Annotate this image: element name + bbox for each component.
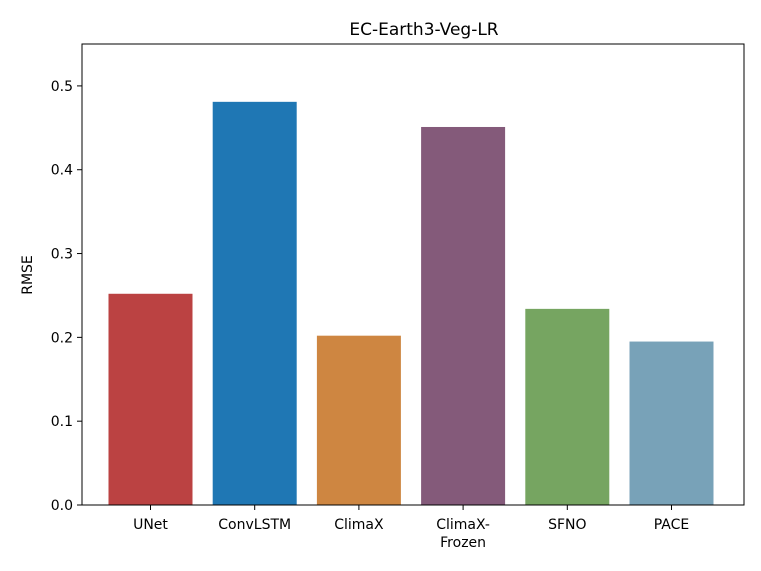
- x-tick-label: ConvLSTM: [218, 517, 291, 533]
- y-tick-label: 0.2: [51, 330, 73, 346]
- bars-group: [108, 101, 714, 506]
- bar: [629, 341, 714, 505]
- bar: [525, 308, 610, 505]
- x-tick-label: ClimaX: [334, 517, 384, 533]
- bar: [212, 101, 297, 506]
- y-axis-label: RMSE: [20, 255, 36, 295]
- x-tick-label: ClimaX-: [436, 517, 490, 533]
- y-tick-label: 0.5: [51, 79, 73, 95]
- y-tick-label: 0.3: [51, 247, 73, 263]
- bar: [421, 126, 506, 505]
- x-tick-label: Frozen: [440, 535, 486, 551]
- x-ticks-group: UNet ConvLSTM ClimaX ClimaX- Frozen SFNO PACE: [133, 505, 689, 551]
- x-tick-label: PACE: [654, 517, 690, 533]
- x-tick-label: UNet: [133, 517, 168, 533]
- chart-title: EC-Earth3-Veg-LR: [349, 20, 498, 40]
- y-tick-label: 0.1: [51, 414, 73, 430]
- x-tick-label: SFNO: [548, 517, 586, 533]
- y-tick-label: 0.4: [51, 163, 73, 179]
- bar: [108, 293, 193, 505]
- bar: [316, 335, 401, 505]
- y-tick-label: 0.0: [51, 498, 73, 514]
- plot-frame: [81, 43, 745, 506]
- y-ticks-group: 0.0 0.1 0.2 0.3 0.4 0.5: [51, 79, 82, 514]
